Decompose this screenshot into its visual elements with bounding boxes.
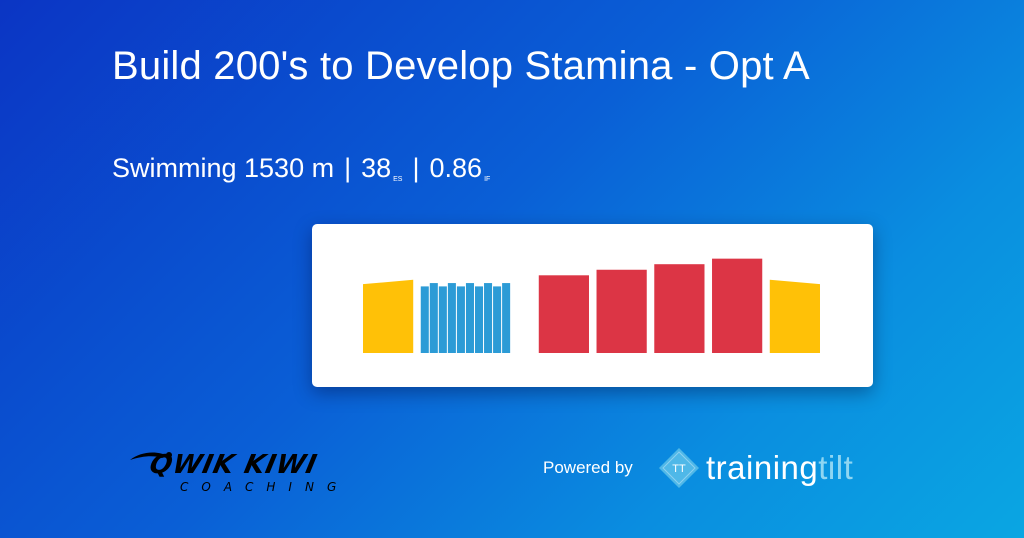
drill-interval-bar bbox=[456, 286, 465, 353]
drill-interval-bar bbox=[429, 283, 438, 353]
workout-title: Build 200's to Develop Stamina - Opt A bbox=[112, 44, 810, 88]
powered-by-label: Powered by bbox=[543, 458, 633, 477]
kiwi-swoosh-icon bbox=[130, 452, 172, 460]
warmup-interval-bar bbox=[363, 279, 414, 353]
workout-summary: Swimming 1530 m | 38 ES | 0.86 IF bbox=[112, 148, 490, 200]
trainingtilt-diamond-icon: TT bbox=[659, 448, 699, 488]
drill-interval-bar bbox=[447, 283, 456, 353]
cooldown-interval-bar bbox=[769, 279, 820, 353]
workout-chart-card bbox=[312, 224, 873, 387]
workout-structure-chart bbox=[363, 258, 820, 353]
coach-logo-sub: COACHING bbox=[180, 480, 350, 494]
wordmark-main: training bbox=[706, 449, 819, 486]
separator: | bbox=[412, 153, 420, 183]
drill-interval-bar bbox=[465, 283, 474, 353]
drill-interval-bar bbox=[420, 286, 429, 353]
sport-distance: Swimming 1530 m bbox=[112, 153, 335, 183]
drill-interval-bar bbox=[502, 283, 511, 353]
drill-interval-bar bbox=[493, 286, 502, 353]
drill-interval-bar bbox=[474, 286, 484, 353]
separator: | bbox=[344, 153, 352, 183]
main-interval-bar bbox=[538, 275, 589, 353]
wordmark-light: tilt bbox=[818, 449, 854, 486]
qwik-kiwi-logo: QWIK KIWI COACHING bbox=[128, 446, 398, 496]
es-value: 38 bbox=[361, 153, 392, 183]
drill-interval-bar bbox=[438, 286, 447, 353]
if-label: IF bbox=[484, 176, 491, 183]
trainingtilt-wordmark[interactable]: trainingtilt bbox=[706, 448, 853, 488]
tt-icon-text: TT bbox=[672, 463, 686, 475]
main-interval-bar bbox=[654, 264, 705, 353]
main-interval-bar bbox=[712, 258, 763, 353]
es-label: ES bbox=[393, 176, 403, 183]
coach-logo-main: QWIK KIWI bbox=[146, 450, 321, 480]
drill-interval-bar bbox=[484, 283, 493, 353]
if-value: 0.86 bbox=[429, 153, 483, 183]
main-interval-bar bbox=[596, 269, 647, 353]
